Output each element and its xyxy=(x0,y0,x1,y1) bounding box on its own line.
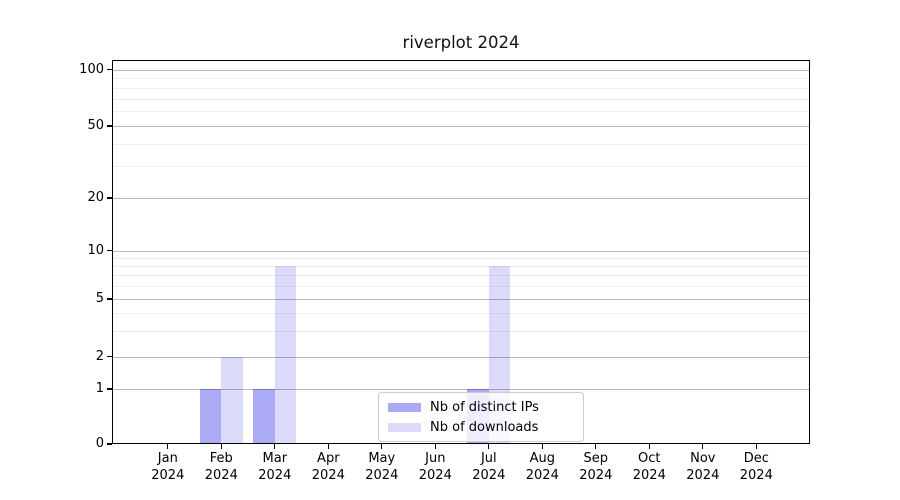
x-tick-mark xyxy=(702,444,704,449)
bar-distinct-ips xyxy=(253,389,275,444)
x-tick-label: Jan 2024 xyxy=(151,451,185,483)
x-tick-mark xyxy=(755,444,757,449)
legend-swatch xyxy=(388,402,421,412)
x-tick-label: Feb 2024 xyxy=(204,451,238,483)
y-tick-mark xyxy=(107,355,112,358)
x-tick-label: Sep 2024 xyxy=(579,451,613,483)
y-tick-mark xyxy=(107,298,112,300)
x-tick-label: Oct 2024 xyxy=(632,451,666,483)
y-tick-label: 0 xyxy=(95,436,104,451)
x-tick-label: Nov 2024 xyxy=(686,451,720,483)
x-tick-mark xyxy=(220,444,222,449)
x-tick-mark xyxy=(434,444,436,449)
y-tick-mark xyxy=(107,197,112,199)
legend-swatch xyxy=(388,422,421,432)
bar-downloads xyxy=(221,356,243,444)
x-tick-mark xyxy=(381,444,383,449)
y-tick-label: 1 xyxy=(95,381,104,396)
y-tick-mark xyxy=(107,68,112,71)
bar-downloads xyxy=(274,266,297,444)
y-tick-label: 50 xyxy=(87,118,104,133)
legend-label: Nb of distinct IPs xyxy=(430,399,539,415)
x-tick-mark xyxy=(167,444,169,449)
y-tick-mark xyxy=(107,125,112,127)
y-tick-label: 5 xyxy=(95,291,104,306)
x-tick-mark xyxy=(327,444,329,449)
x-tick-label: Apr 2024 xyxy=(311,451,345,483)
plot-area xyxy=(112,60,810,444)
legend: Nb of distinct IPs Nb of downloads xyxy=(378,392,584,442)
legend-entry: Nb of downloads xyxy=(388,418,574,436)
y-tick-label: 2 xyxy=(95,348,104,364)
x-tick-label: Jun 2024 xyxy=(418,451,452,483)
bar-distinct-ips xyxy=(199,389,222,444)
y-tick-label: 20 xyxy=(87,190,104,205)
x-tick-mark xyxy=(595,444,597,449)
y-tick-mark xyxy=(107,249,112,252)
x-tick-label: Jul 2024 xyxy=(472,451,506,483)
x-tick-label: May 2024 xyxy=(365,451,399,483)
x-tick-mark xyxy=(541,444,543,449)
x-tick-label: Dec 2024 xyxy=(739,451,773,483)
y-tick-mark xyxy=(107,388,112,390)
legend-label: Nb of downloads xyxy=(430,419,539,435)
x-tick-mark xyxy=(274,444,276,449)
x-tick-label: Mar 2024 xyxy=(258,451,292,483)
y-tick-mark xyxy=(107,443,112,445)
y-tick-label: 100 xyxy=(79,61,104,77)
x-tick-mark xyxy=(648,444,650,449)
chart-title: riverplot 2024 xyxy=(402,33,520,52)
bars-layer xyxy=(112,60,810,444)
legend-entry: Nb of distinct IPs xyxy=(388,398,574,416)
y-tick-label: 10 xyxy=(87,242,104,258)
x-tick-label: Aug 2024 xyxy=(525,451,559,483)
x-tick-mark xyxy=(488,444,490,449)
